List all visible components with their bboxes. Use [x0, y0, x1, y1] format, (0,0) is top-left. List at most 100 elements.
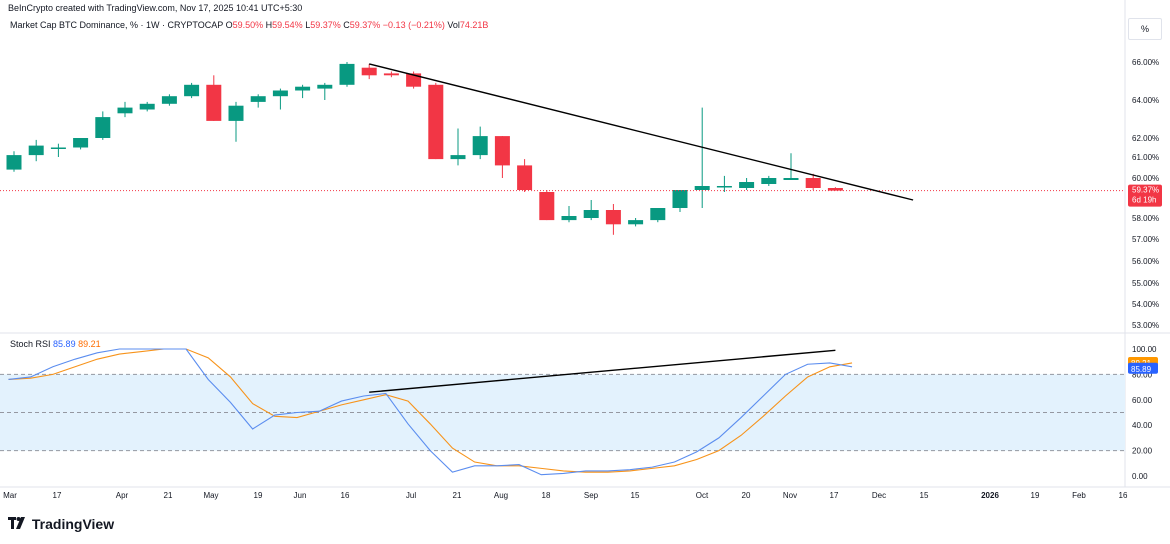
- time-tick-label: Sep: [584, 491, 599, 500]
- candle-body: [561, 216, 577, 221]
- time-tick-label: Apr: [116, 491, 129, 500]
- stoch-k-tag: [1128, 362, 1158, 374]
- stoch-band: [0, 373, 1125, 452]
- time-tick-label: 20: [742, 491, 751, 500]
- candle-body: [6, 155, 22, 170]
- candle-body: [50, 147, 66, 149]
- candle-body: [161, 96, 177, 104]
- time-tick-label: Mar: [3, 491, 17, 500]
- candle-body: [694, 186, 710, 190]
- time-tick-label: 21: [453, 491, 462, 500]
- price-tick-label: 66.00%: [1132, 58, 1159, 67]
- time-tick-label: Nov: [783, 491, 797, 500]
- stoch-d-line: [8, 348, 853, 473]
- candle-body: [472, 136, 488, 156]
- tradingview-logo[interactable]: TradingView: [8, 516, 114, 532]
- candle-body: [228, 105, 244, 121]
- time-tick-label: 18: [542, 491, 551, 500]
- candle-body: [295, 86, 311, 91]
- candle-body: [428, 84, 444, 160]
- last-price-tag: [1128, 184, 1162, 207]
- candle-body: [28, 145, 44, 156]
- change-value: −0.13 (−0.21%): [382, 20, 445, 30]
- time-tick-label: 19: [254, 491, 263, 500]
- time-tick-label: Oct: [696, 491, 709, 500]
- candle-body: [206, 84, 222, 121]
- time-tick-label: 19: [1031, 491, 1040, 500]
- candle-body: [805, 178, 821, 188]
- open-value: 59.50%: [232, 20, 264, 30]
- candle-body: [650, 208, 666, 221]
- low-label: L: [305, 20, 311, 30]
- candle-body: [517, 165, 533, 190]
- stoch-tick-label: 100.00: [1132, 345, 1157, 354]
- volume-value: 74.21B: [459, 20, 489, 30]
- high-label: H: [265, 20, 273, 30]
- candle-body: [783, 178, 799, 180]
- candle-body: [672, 190, 688, 208]
- candle-body: [716, 186, 732, 188]
- candle-body: [361, 67, 377, 76]
- price-tick-label: 57.00%: [1132, 235, 1159, 244]
- price-tick-label: 62.00%: [1132, 134, 1159, 143]
- candle-body: [539, 192, 555, 221]
- time-tick-label: Feb: [1072, 491, 1086, 500]
- price-tick-label: 56.00%: [1132, 257, 1159, 266]
- stoch-tick-label: 60.00: [1132, 396, 1153, 405]
- time-tick-label: 15: [920, 491, 929, 500]
- time-tick-label: 17: [53, 491, 62, 500]
- stoch-uptrend-line: [369, 349, 836, 393]
- candle-body: [250, 96, 266, 102]
- candle-body: [383, 73, 399, 76]
- low-value: 59.37%: [310, 20, 341, 30]
- candle-body: [450, 155, 466, 160]
- stoch-rsi-name[interactable]: Stoch RSI: [10, 339, 51, 349]
- trendlines-layer: [369, 63, 914, 393]
- candle-body: [139, 103, 155, 110]
- time-tick-label: 16: [1119, 491, 1128, 500]
- tradingview-wordmark: TradingView: [31, 516, 115, 532]
- candle-body: [317, 84, 333, 89]
- stoch-tick-label: 80.00: [1132, 370, 1153, 379]
- stoch-k-value: 85.89: [53, 339, 76, 349]
- candle-body: [628, 220, 644, 225]
- price-tick-label: 60.00%: [1132, 174, 1159, 183]
- candle-body: [406, 73, 422, 87]
- time-tick-label: 2026: [981, 491, 999, 500]
- volume-label: Vol: [447, 20, 460, 30]
- candle-body: [739, 182, 755, 188]
- symbol-legend: Market Cap BTC Dominance, % · 1W · CRYPT…: [10, 20, 488, 30]
- candle-body: [184, 84, 200, 97]
- time-tick-label: Jul: [406, 491, 416, 500]
- stoch-tick-label: 0.00: [1132, 472, 1148, 481]
- stoch-rsi-layer: [8, 348, 853, 476]
- candle-body: [583, 210, 599, 218]
- time-tick-label: Aug: [494, 491, 508, 500]
- candle-body: [605, 210, 621, 225]
- stoch-tick-label: 20.00: [1132, 447, 1153, 456]
- price-tick-label: 64.00%: [1132, 96, 1159, 105]
- symbol-name[interactable]: Market Cap BTC Dominance, % · 1W · CRYPT…: [10, 20, 224, 30]
- percent-scale-button[interactable]: %: [1128, 18, 1162, 40]
- stoch-k-tag-label: 85.89: [1131, 365, 1152, 374]
- price-axis[interactable]: 53.00% 54.00% 55.00% 56.00% 57.00% 58.00% 60.0…: [1128, 58, 1162, 481]
- stoch-tick-label: 40.00: [1132, 421, 1153, 430]
- tradingview-icon: [8, 517, 25, 529]
- time-tick-label: 16: [341, 491, 350, 500]
- open-label: O: [225, 20, 233, 30]
- price-tick-label: 53.00%: [1132, 321, 1159, 330]
- time-axis[interactable]: Mar 17 Apr 21 May 19 Jun 16 Jul 21 Aug 18 Sep 15 Oct 20…: [3, 491, 1128, 500]
- candle-body: [117, 107, 133, 114]
- candle-body: [761, 178, 777, 184]
- close-value: 59.37%: [349, 20, 381, 30]
- time-tick-label: 15: [631, 491, 640, 500]
- time-tick-label: May: [203, 491, 218, 500]
- price-downtrend-line: [369, 63, 914, 201]
- last-price-label: 59.37%: [1132, 186, 1159, 195]
- candles-layer: [0, 62, 1125, 235]
- candle-body: [95, 117, 111, 138]
- stoch-k-line: [8, 348, 853, 476]
- price-tick-label: 55.00%: [1132, 279, 1159, 288]
- high-value: 59.54%: [272, 20, 303, 30]
